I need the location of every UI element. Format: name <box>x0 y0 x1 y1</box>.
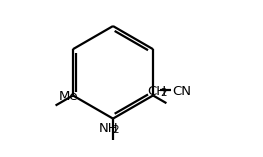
Text: Me: Me <box>59 90 79 103</box>
Text: CN: CN <box>172 85 191 98</box>
Text: CH: CH <box>147 85 166 98</box>
Text: 2: 2 <box>160 88 167 98</box>
Text: 2: 2 <box>112 125 119 135</box>
Text: NH: NH <box>98 122 118 135</box>
